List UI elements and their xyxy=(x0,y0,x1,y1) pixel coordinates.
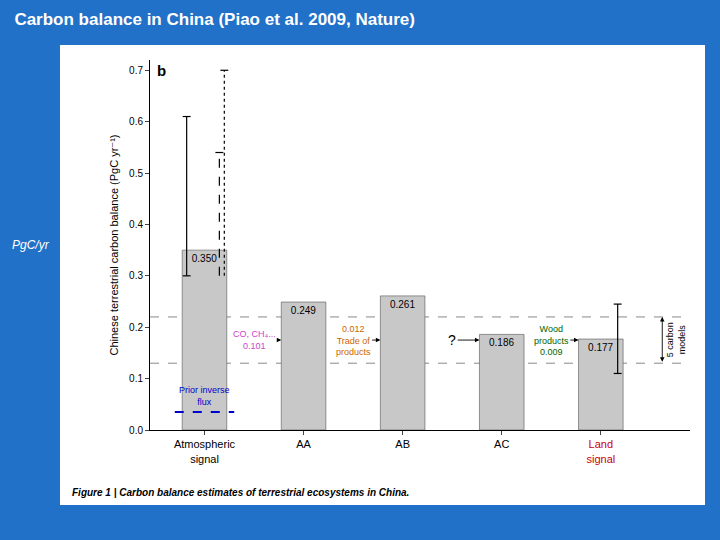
svg-text:0.261: 0.261 xyxy=(390,299,415,310)
svg-text:0.7: 0.7 xyxy=(129,65,143,76)
svg-text:0.5: 0.5 xyxy=(129,168,143,179)
svg-text:0.186: 0.186 xyxy=(489,337,514,348)
svg-text:0.4: 0.4 xyxy=(129,219,143,230)
svg-text:?: ? xyxy=(448,332,456,348)
svg-text:5 carbonmodels: 5 carbonmodels xyxy=(665,322,687,357)
svg-text:Chinese terrestrial carbon bal: Chinese terrestrial carbon balance (PgC … xyxy=(108,134,120,355)
svg-text:0.6: 0.6 xyxy=(129,116,143,127)
svg-text:0.249: 0.249 xyxy=(291,305,316,316)
svg-text:0.012Trade ofproducts: 0.012Trade ofproducts xyxy=(336,324,371,357)
svg-text:AC: AC xyxy=(494,438,509,450)
svg-text:AA: AA xyxy=(296,438,311,450)
svg-text:CO, CH₄...0.101: CO, CH₄...0.101 xyxy=(233,329,276,351)
svg-text:AB: AB xyxy=(395,438,410,450)
svg-text:0.177: 0.177 xyxy=(588,342,613,353)
svg-text:b: b xyxy=(157,62,166,79)
svg-text:Landsignal: Landsignal xyxy=(586,438,615,464)
svg-text:0.2: 0.2 xyxy=(129,322,143,333)
svg-text:0.1: 0.1 xyxy=(129,373,143,384)
svg-text:0.3: 0.3 xyxy=(129,270,143,281)
svg-text:0.0: 0.0 xyxy=(129,425,143,436)
svg-text:Atmosphericsignal: Atmosphericsignal xyxy=(174,438,236,464)
svg-text:PgC/yr: PgC/yr xyxy=(12,238,50,252)
svg-text:Prior inverseflux: Prior inverseflux xyxy=(179,385,230,407)
svg-text:Figure 1 | Carbon balance esti: Figure 1 | Carbon balance estimates of t… xyxy=(72,487,409,498)
svg-text:Woodproducts0.009: Woodproducts0.009 xyxy=(534,324,569,357)
svg-text:0.350: 0.350 xyxy=(192,253,217,264)
svg-text:Carbon balance in China (Piao: Carbon balance in China (Piao et al. 200… xyxy=(14,10,415,29)
